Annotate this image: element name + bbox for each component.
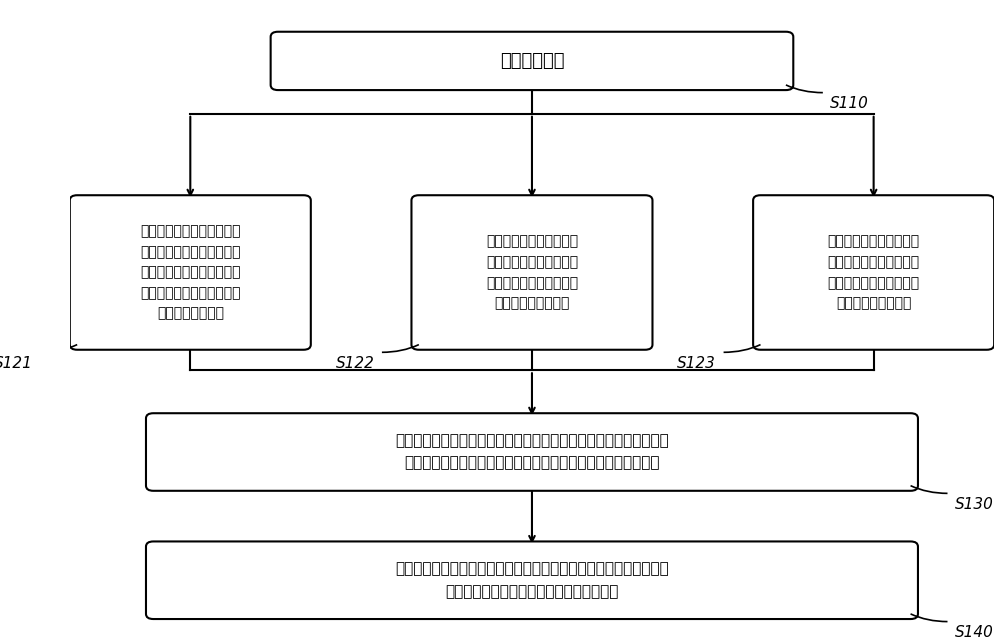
FancyBboxPatch shape [411, 195, 652, 350]
FancyBboxPatch shape [271, 32, 793, 90]
Text: 获取评估区域: 获取评估区域 [500, 52, 564, 70]
FancyBboxPatch shape [70, 195, 311, 350]
Text: 根据每个土地网格对应的风险系数和每个土地网格所属的受影响区域
，确定每个土地网格的海平面上升风险等级: 根据每个土地网格对应的风险系数和每个土地网格所属的受影响区域 ，确定每个土地网格… [395, 562, 669, 599]
FancyBboxPatch shape [146, 542, 918, 619]
Text: S130: S130 [955, 497, 994, 512]
Text: S121: S121 [0, 356, 33, 371]
Text: 根据每个受影响区域中各个土地网格对应的土地利用类型，确定各个
土地网格对应的风险系数，其中土地网格根据土地利用类型划分: 根据每个受影响区域中各个土地网格对应的土地利用类型，确定各个 土地网格对应的风险… [395, 433, 669, 471]
Text: 根据评估区域的地面高程
数据，确定在第二海平面
上升情景下，该评估区域
中受影响的第二区域: 根据评估区域的地面高程 数据，确定在第二海平面 上升情景下，该评估区域 中受影响… [486, 234, 578, 310]
Text: 根据评估区域的地面高程
数据，确定在第三海平面
上升情景下，该评估区域
中受影响的第三区域: 根据评估区域的地面高程 数据，确定在第三海平面 上升情景下，该评估区域 中受影响… [828, 234, 920, 310]
Text: 根据评估区域对应的沿海防
御能力和评估区域的地面高
程数据，确定在第一海平面
上升情景下，该评估区域中
受影响的第一区域: 根据评估区域对应的沿海防 御能力和评估区域的地面高 程数据，确定在第一海平面 上… [140, 224, 241, 321]
FancyBboxPatch shape [753, 195, 994, 350]
Text: S122: S122 [336, 356, 375, 371]
Text: S140: S140 [955, 625, 994, 640]
Text: S123: S123 [677, 356, 716, 371]
Text: S110: S110 [830, 97, 869, 111]
FancyBboxPatch shape [146, 413, 918, 491]
